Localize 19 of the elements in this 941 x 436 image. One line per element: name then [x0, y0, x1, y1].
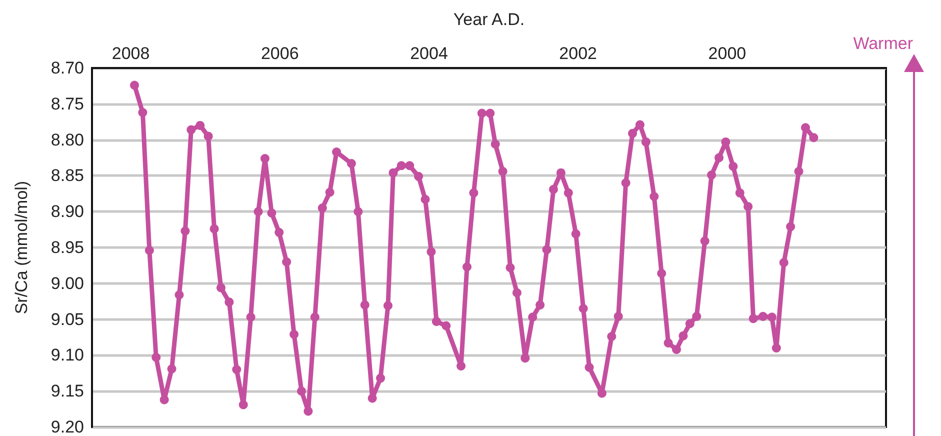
y-tick-label: 9.15 — [50, 382, 84, 401]
x-tick-label: 2004 — [410, 44, 448, 63]
y-tick-label: 9.20 — [50, 418, 84, 436]
y-tick-label: 8.90 — [50, 202, 84, 222]
y-tick-label: 8.70 — [50, 58, 84, 78]
x-tick-label: 2002 — [559, 44, 598, 63]
y-tick-label: 8.95 — [50, 238, 84, 257]
y-tick-label: 9.05 — [50, 310, 84, 329]
y-tick-label: 8.80 — [50, 130, 84, 150]
y-axis-title: Sr/Ca (mmol/mol) — [12, 180, 31, 314]
y-tick-label: 8.85 — [50, 166, 84, 186]
x-tick-label: 2006 — [260, 44, 299, 63]
text: Warmer — [853, 34, 913, 54]
x-tick-label: 2000 — [708, 44, 746, 63]
x-tick-label: 2008 — [112, 44, 150, 63]
x-axis-title: Year A.D. — [453, 10, 525, 29]
y-tick-label: 9.00 — [50, 274, 84, 293]
y-tick-label: 9.10 — [50, 346, 84, 365]
y-tick-label: 8.75 — [50, 94, 84, 114]
